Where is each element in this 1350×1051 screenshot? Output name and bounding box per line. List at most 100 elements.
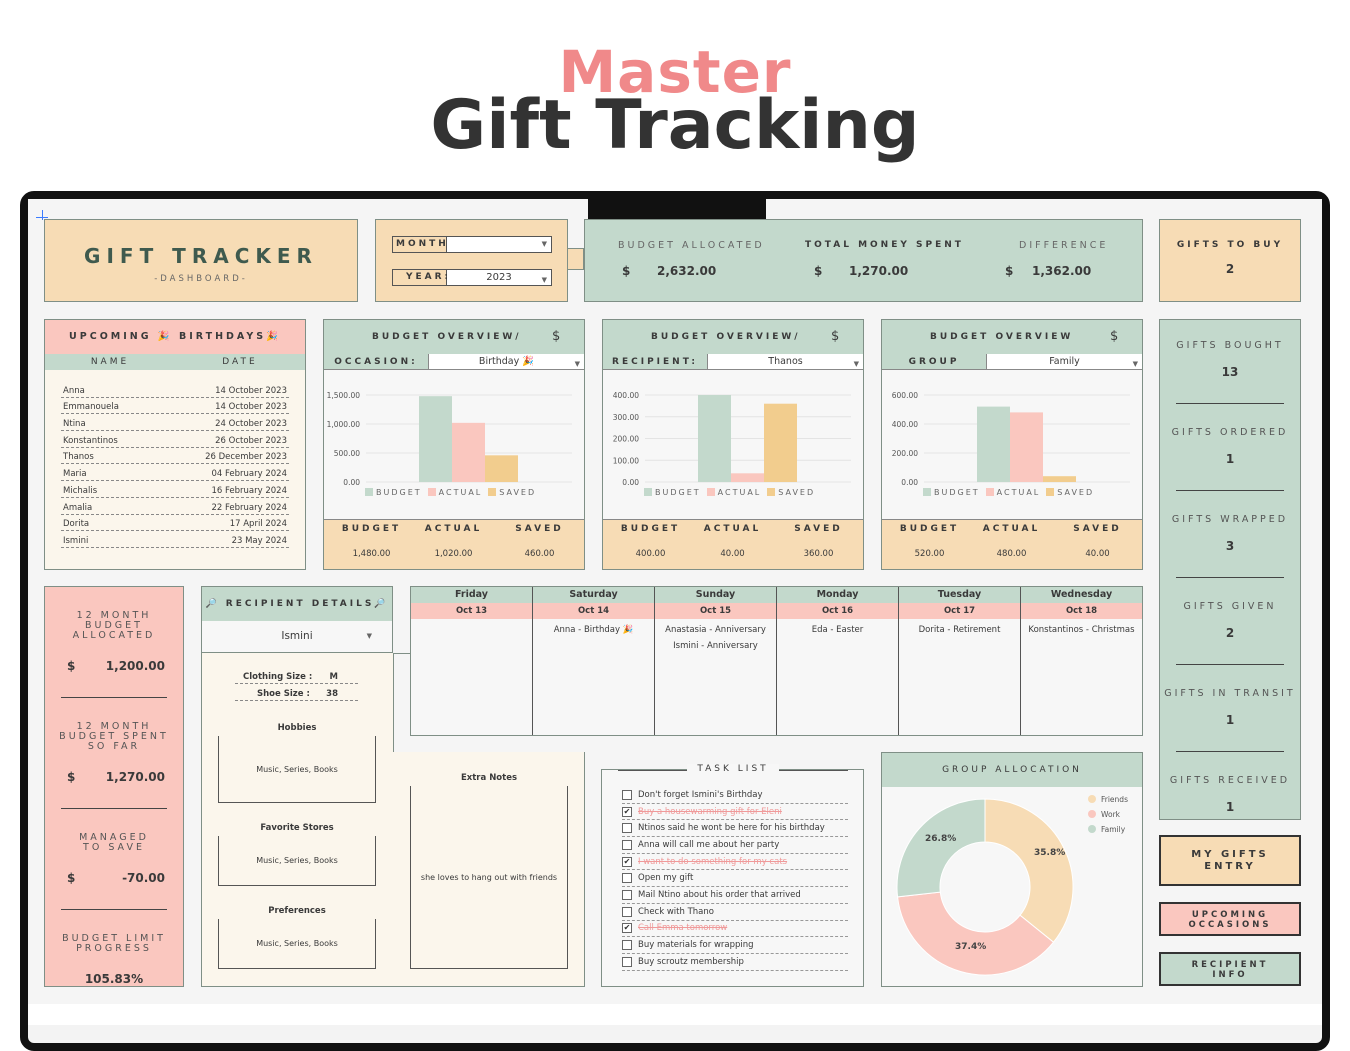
divider (1176, 403, 1284, 404)
task-checkbox[interactable] (622, 789, 632, 800)
prefs-box[interactable]: Music, Series, Books (218, 919, 376, 969)
save-value: -70.00 (122, 871, 165, 885)
calendar-day: Monday Oct 16 Eda - Easter (776, 587, 898, 735)
recipient-select[interactable]: Ismini ▼ (202, 621, 392, 652)
calendar-day-name: Wednesday (1021, 587, 1142, 603)
upcoming-occasions-button[interactable]: UPCOMING OCCASIONS (1159, 902, 1301, 936)
actual-bar (452, 422, 485, 482)
gift-status-value: 1 (1225, 713, 1235, 727)
budget-filter-value: Birthday 🎉 (478, 356, 535, 367)
currency-symbol: $ (622, 264, 631, 278)
budget-filter-select[interactable]: Birthday 🎉 ▼ (428, 354, 584, 369)
date-filter-box: MONTH: ▼ YEAR: 2023 ▼ (375, 219, 568, 302)
recipient-name: Ismini (281, 630, 313, 642)
task-checkbox[interactable] (622, 839, 632, 850)
year-select[interactable]: 2023 ▼ (447, 270, 551, 285)
currency-symbol: $ (552, 329, 561, 344)
task-checkbox[interactable]: ✔ (622, 806, 632, 817)
legend-budget: BUDGET (655, 488, 701, 497)
birthday-date: 17 April 2024 (229, 519, 287, 530)
chart-legend: BUDGET ACTUAL SAVED (359, 488, 579, 497)
calendar-event[interactable]: Eda - Easter (811, 625, 864, 635)
calendar-event[interactable]: Anastasia - Anniversary (665, 625, 766, 635)
cell-cursor (42, 210, 43, 220)
currency-symbol: $ (1110, 329, 1119, 344)
legend-dot (1088, 795, 1096, 803)
stores-box[interactable]: Music, Series, Books (218, 836, 376, 886)
footer-budget-label: BUDGET (620, 524, 681, 534)
task-checkbox[interactable] (622, 940, 632, 951)
calendar-event[interactable]: Dorita - Retirement (918, 625, 1001, 635)
footer-saved-value: 460.00 (524, 549, 555, 559)
task-checkbox[interactable] (622, 823, 632, 834)
gift-status-value: 3 (1225, 539, 1235, 553)
calendar-day-name: Saturday (533, 587, 654, 603)
my-gifts-entry-button[interactable]: MY GIFTS ENTRY (1159, 835, 1301, 886)
legend-swatch (365, 488, 373, 496)
gift-status-label: GIFTS GIVEN (1183, 601, 1277, 612)
y-tick-label: 300.00 (613, 413, 639, 422)
budget-bar (419, 396, 452, 482)
birthdays-list: Anna 14 October 2023 Emmanouela 14 October … (61, 381, 289, 548)
calendar-date: Oct 13 (411, 603, 532, 619)
alloc-value: 1,200.00 (105, 659, 165, 673)
task-checkbox[interactable]: ✔ (622, 856, 632, 867)
chevron-down-icon: ▼ (541, 276, 547, 284)
task-checkbox[interactable] (622, 906, 632, 917)
legend-swatch (1046, 488, 1055, 496)
gifts-to-buy-box: GIFTS TO BUY 2 (1159, 219, 1301, 302)
calendar-event[interactable]: Konstantinos - Christmas (1028, 625, 1135, 635)
legend-actual: ACTUAL (717, 488, 762, 497)
currency-symbol: $ (67, 770, 76, 784)
birthday-date: 14 October 2023 (215, 402, 287, 413)
recipient-info-button[interactable]: RECIPIENT INFO (1159, 952, 1301, 986)
legend-actual: ACTUAL (438, 488, 483, 497)
birthday-row: Konstantinos 26 October 2023 (61, 431, 289, 448)
divider (61, 808, 167, 809)
donut-slice-friends (984, 798, 1074, 943)
budget-bar (977, 406, 1010, 482)
task-checkbox[interactable]: ✔ (622, 923, 632, 934)
actual-bar (1010, 412, 1043, 482)
y-tick-label: 400.00 (613, 391, 639, 400)
footer-saved-label: SAVED (794, 524, 843, 534)
task-checkbox[interactable] (622, 889, 632, 900)
budget-stats-panel: 12 MONTH BUDGET ALLOCATED $1,200.00 12 M… (44, 586, 184, 987)
task-checkbox[interactable] (622, 873, 632, 884)
budget-filter-select[interactable]: Family ▼ (986, 354, 1142, 369)
birthdays-header: NAME DATE (45, 354, 305, 370)
month-select[interactable]: ▼ (447, 237, 551, 252)
birthday-row: Ismini 23 May 2024 (61, 531, 289, 548)
birthday-name: Ismini (63, 535, 89, 546)
hobbies-box[interactable]: Music, Series, Books (218, 736, 376, 803)
saved-bar (764, 403, 797, 482)
budget-filter-select[interactable]: Thanos ▼ (707, 354, 863, 369)
notes-box[interactable]: she loves to hang out with friends (410, 786, 568, 969)
gift-tracker-title: GIFT TRACKER (84, 244, 318, 268)
footer-budget-value: 400.00 (635, 549, 666, 559)
weekly-calendar: Friday Oct 13 Saturday Oct 14 Anna - Birthda… (410, 586, 1143, 736)
task-checkbox[interactable] (622, 956, 632, 967)
legend-label: Family (1101, 825, 1126, 834)
donut-slice-label: 37.4% (955, 942, 986, 952)
legend-swatch (985, 488, 994, 496)
legend-swatch (488, 488, 497, 496)
shoe-label: Shoe Size : (257, 689, 310, 699)
budget-overview-title: BUDGET OVERVIEW (930, 332, 1074, 342)
calendar-event[interactable]: Ismini - Anniversary (673, 641, 758, 651)
calendar-event[interactable]: Anna - Birthday 🎉 (553, 625, 634, 635)
currency-symbol: $ (814, 264, 823, 278)
divider (1176, 577, 1284, 578)
budget-summary-footer: BUDGET 1,480.00 ACTUAL 1,020.00 SAVED 460.00 (324, 519, 584, 569)
prefs-label: Preferences (268, 906, 326, 916)
task-text: Buy a housewarming gift for Eleni (638, 806, 782, 817)
birthday-date: 23 May 2024 (231, 535, 287, 546)
birthday-row: Emmanouela 14 October 2023 (61, 398, 289, 415)
legend-label: Work (1101, 810, 1121, 819)
legend-swatch (706, 488, 715, 496)
birthday-name: Maria (63, 469, 87, 480)
calendar-date: Oct 15 (655, 603, 776, 619)
donut-slice-label: 26.8% (925, 834, 956, 844)
legend-label: Friends (1101, 795, 1128, 804)
footer-saved-value: 40.00 (1085, 549, 1110, 559)
